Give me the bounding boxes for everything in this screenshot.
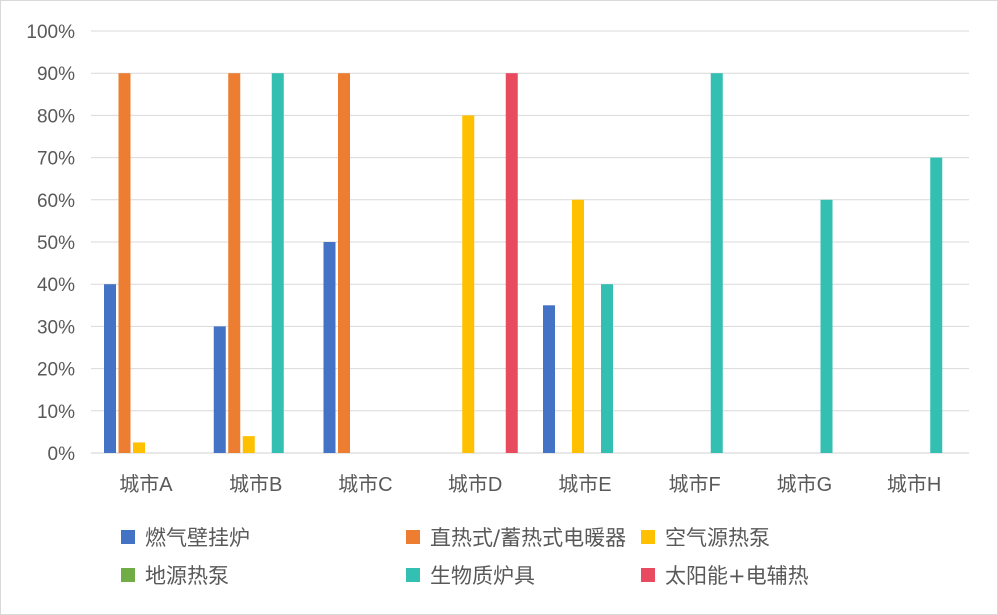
legend-item: 燃气壁挂炉 — [121, 523, 406, 551]
legend-label: 生物质炉具 — [430, 564, 535, 588]
bar-3-series-2 — [338, 73, 350, 453]
y-tick-label: 0% — [48, 444, 76, 465]
y-tick-label: 90% — [37, 64, 75, 85]
bar-7-series-5 — [820, 199, 833, 453]
bar-2-series-3 — [242, 436, 255, 453]
legend-item: 地源热泵 — [121, 561, 406, 589]
legend-swatch — [641, 530, 655, 544]
x-tick-label: 城市B — [229, 473, 282, 496]
bar-8-series-5 — [930, 157, 943, 453]
y-tick-label: 20% — [37, 360, 75, 381]
x-axis-tick-labels: 城市A 城市B 城市C 城市D 城市E 城市F 城市G 城市H — [119, 473, 941, 496]
y-tick-label: 80% — [37, 106, 75, 127]
bar-1-series-3 — [133, 442, 145, 453]
legend-swatch — [121, 530, 135, 544]
legend-label: 空气源热泵 — [665, 526, 770, 550]
bar-5-series-1 — [543, 305, 555, 453]
bar-5-series-5 — [601, 284, 613, 453]
x-tick-label: 城市D — [448, 473, 502, 496]
y-tick-label: 40% — [37, 275, 75, 296]
x-tick-label: 城市F — [669, 473, 721, 496]
y-tick-label: 30% — [37, 317, 75, 338]
bar-6-series-5 — [710, 73, 723, 453]
legend: 燃气壁挂炉 直热式/蓄热式电暖器 空气源热泵地源热泵 生物质炉具 太阳能+电辅热 — [121, 523, 881, 589]
legend-label: 燃气壁挂炉 — [145, 526, 250, 550]
bar-1-series-2 — [118, 73, 131, 453]
x-tick-label: 城市A — [119, 473, 173, 496]
x-tick-label: 城市C — [338, 473, 392, 496]
y-tick-label: 50% — [37, 233, 75, 254]
bar-2-series-1 — [213, 326, 226, 453]
bar-2-series-5 — [271, 73, 284, 453]
legend-item: 直热式/蓄热式电暖器 — [406, 523, 641, 551]
y-tick-label: 10% — [37, 402, 75, 423]
legend-swatch — [641, 568, 655, 582]
legend-item: 空气源热泵 — [641, 523, 881, 551]
legend-swatch — [121, 568, 135, 582]
y-tick-label: 60% — [37, 191, 75, 212]
legend-item: 生物质炉具 — [406, 561, 641, 589]
bar-1-series-1 — [104, 284, 116, 453]
legend-label: 直热式/蓄热式电暖器 — [430, 526, 627, 550]
bars — [104, 73, 943, 454]
bar-chart: 0% 10% 20% 30% 40% 50% 60% 70% 80% 90% 100% 城市A 城市B… — [26, 22, 969, 496]
bar-4-series-6 — [505, 73, 518, 453]
bar-3-series-1 — [323, 242, 336, 453]
legend-swatch — [406, 568, 420, 582]
legend-swatch — [406, 530, 420, 544]
bar-5-series-3 — [572, 199, 584, 453]
y-axis-tick-labels: 0% 10% 20% 30% 40% 50% 60% 70% 80% 90% 100% — [26, 22, 75, 465]
bar-4-series-3 — [462, 115, 475, 454]
legend-label: 太阳能+电辅热 — [665, 564, 809, 588]
bar-2-series-2 — [228, 73, 241, 453]
x-tick-label: 城市H — [887, 473, 941, 496]
x-tick-label: 城市G — [777, 473, 833, 496]
x-tick-label: 城市E — [558, 473, 611, 496]
y-tick-label: 70% — [37, 149, 75, 170]
y-tick-label: 100% — [26, 22, 75, 43]
legend-label: 地源热泵 — [145, 564, 229, 588]
legend-item: 太阳能+电辅热 — [641, 561, 881, 589]
